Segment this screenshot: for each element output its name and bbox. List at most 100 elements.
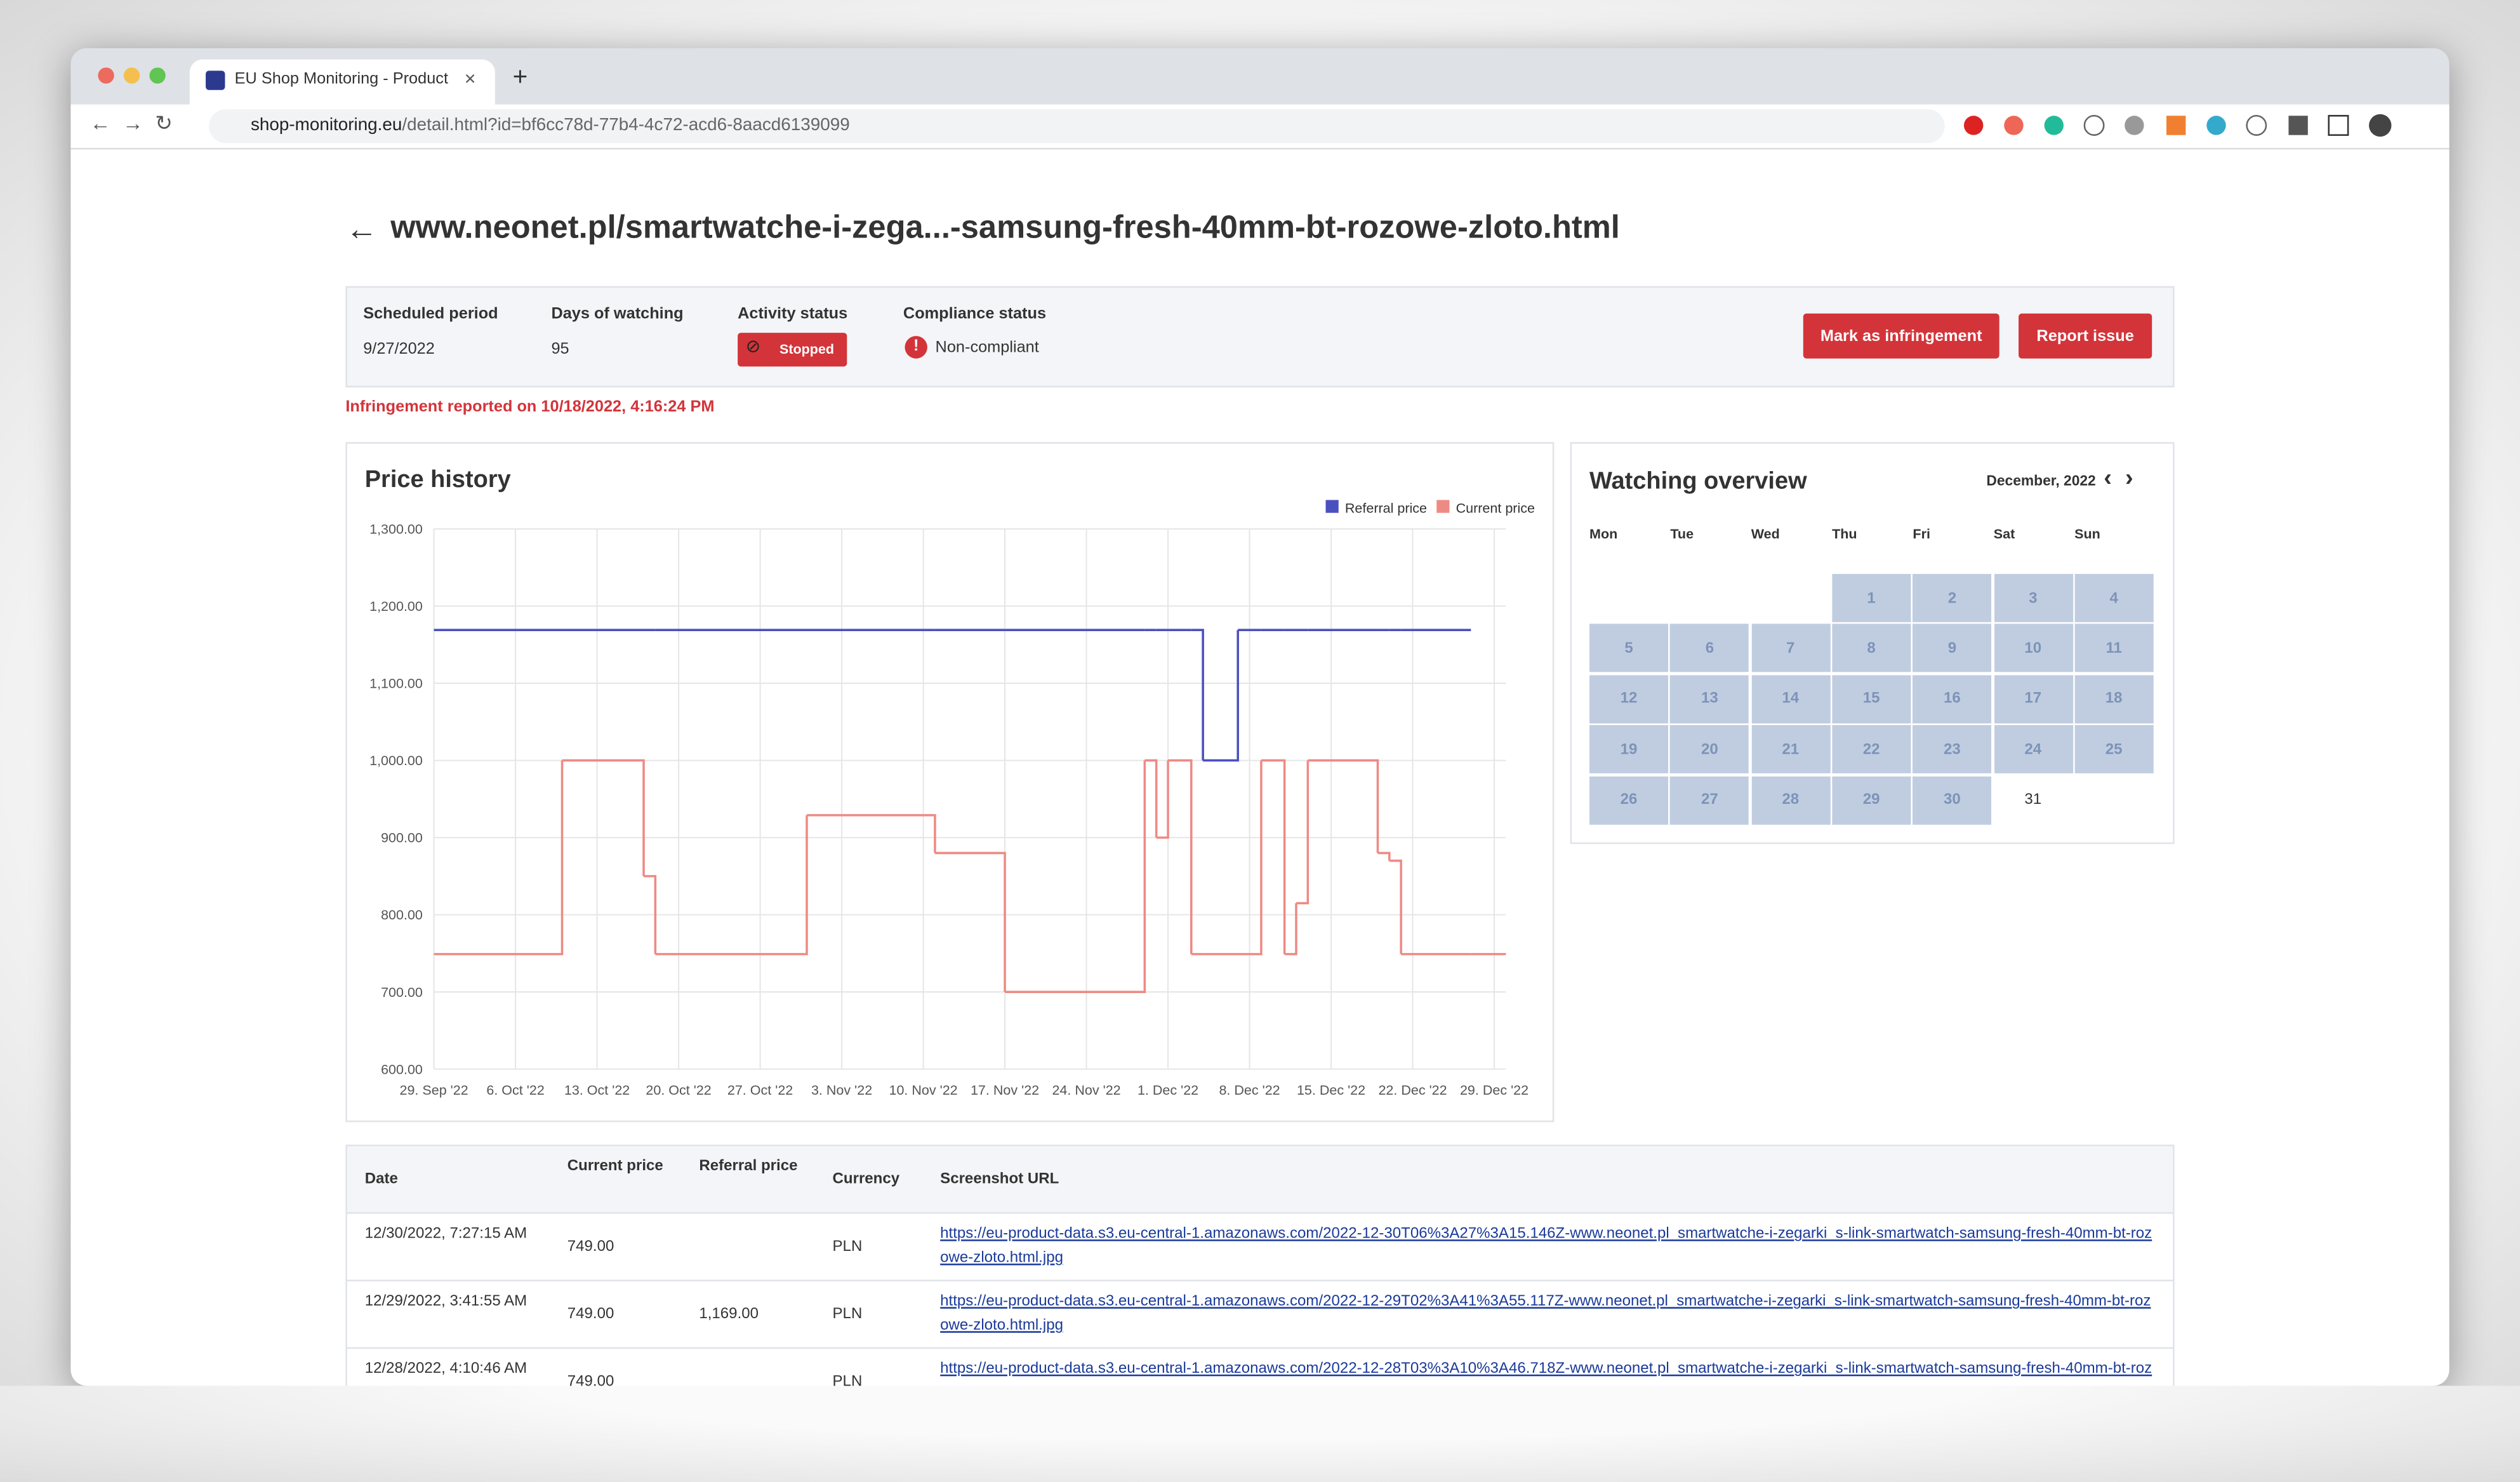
close-dot[interactable]	[98, 67, 114, 84]
line-step	[1156, 760, 1169, 839]
row-border	[347, 1347, 2173, 1349]
report-button[interactable]: Report issue	[2019, 313, 2152, 359]
min-dot[interactable]	[123, 67, 140, 84]
nav-buttons[interactable]: ← → ↻	[90, 110, 173, 135]
line-step	[1203, 630, 1239, 762]
day-cell: 14	[1751, 674, 1830, 723]
x-tick-label: 17. Nov '22	[971, 1083, 1039, 1098]
status-icon: ⊘	[745, 337, 761, 357]
column-header: Referral price	[699, 1157, 798, 1175]
x-tick-label: 27. Oct '22	[727, 1083, 793, 1098]
day-cell: 16	[1913, 674, 1992, 723]
cell-text: 1,169.00	[699, 1305, 759, 1323]
legend-label: Referral price	[1345, 501, 1427, 516]
day-cell: 7	[1751, 624, 1830, 673]
day-cell: 23	[1913, 725, 1992, 774]
day-cell: 27	[1670, 775, 1749, 824]
day-cell: 22	[1832, 725, 1911, 774]
screenshot-link[interactable]: https://eu-product-data.s3.eu-central-1.…	[940, 1292, 2151, 1335]
y-tick-label: 700.00	[381, 985, 423, 1000]
tab-close[interactable]: ×	[464, 67, 476, 90]
cell-text: 12/28/2022, 4:10:46 AM	[364, 1359, 527, 1378]
line-step	[644, 875, 657, 954]
line-step	[1144, 759, 1158, 838]
back-arrow[interactable]: ←	[345, 212, 378, 248]
calendar-month: December, 2022	[1986, 472, 2096, 489]
day-cell: 11	[2074, 624, 2154, 673]
line-step	[1284, 903, 1297, 956]
line-step	[934, 851, 1006, 992]
row-border	[347, 1279, 2173, 1281]
y-tick-label: 600.00	[381, 1062, 423, 1077]
screenshot-link[interactable]: https://eu-product-data.s3.eu-central-1.…	[940, 1225, 2152, 1267]
status-badge	[738, 333, 847, 367]
field-value: Stopped	[779, 340, 835, 357]
address-bar[interactable]	[209, 109, 1945, 144]
infringement-notice: Infringement reported on 10/18/2022, 4:1…	[345, 398, 715, 417]
x-tick-label: 1. Dec '22	[1137, 1083, 1198, 1098]
cell-text: 749.00	[567, 1238, 614, 1256]
day-cell: 1	[1832, 573, 1911, 622]
y-tick-label: 900.00	[381, 831, 423, 846]
month-nav[interactable]: ‹ ›	[2104, 464, 2133, 492]
cell-text: 749.00	[567, 1305, 614, 1323]
legend-swatch	[1436, 500, 1450, 513]
day-cell: 8	[1832, 624, 1911, 673]
new-tab[interactable]: +	[512, 64, 528, 92]
day-cell: 10	[1993, 624, 2072, 673]
mark-button[interactable]: Mark as infringement	[1803, 313, 1999, 359]
cell-text: PLN	[832, 1305, 863, 1323]
field-value: Non-compliant	[935, 339, 1039, 357]
line-step	[1005, 760, 1146, 993]
day-cell: 21	[1751, 725, 1830, 774]
field-value: 95	[551, 340, 569, 359]
weekday: Tue	[1670, 525, 1694, 542]
tab[interactable]	[189, 59, 495, 105]
page-title: www.neonet.pl/smartwatche-i-zega...-sams…	[390, 210, 1620, 246]
day-cell: 19	[1589, 725, 1669, 774]
field-value: 9/27/2022	[363, 340, 435, 359]
line-step	[1308, 759, 1379, 853]
max-dot[interactable]	[149, 67, 166, 84]
line-step	[1389, 859, 1402, 954]
legend-label: Current price	[1456, 501, 1535, 516]
line-step	[1168, 759, 1193, 954]
x-tick-label: 20. Oct '22	[646, 1083, 711, 1098]
day-cell: 15	[1832, 674, 1911, 723]
cell-text: PLN	[832, 1238, 863, 1256]
day-cell: 2	[1913, 573, 1992, 622]
tab-title: EU Shop Monitoring - Product	[234, 70, 449, 89]
line-step	[434, 760, 564, 956]
day-cell: 3	[1993, 573, 2072, 622]
table-header	[347, 1146, 2173, 1214]
y-tick-label: 800.00	[381, 907, 423, 923]
field-label: Activity status	[738, 305, 848, 323]
url-path: /detail.html?id=bf6cc78d-77b4-4c72-acd6-…	[402, 116, 850, 135]
x-tick-label: 10. Nov '22	[889, 1083, 957, 1098]
weekday: Thu	[1832, 525, 1857, 542]
x-tick-label: 6. Oct '22	[486, 1083, 544, 1098]
day-cell: 25	[2074, 725, 2154, 774]
line-step	[1261, 759, 1286, 954]
y-tick-label: 1,000.00	[369, 753, 423, 768]
extension-icons[interactable]	[1774, 109, 2449, 145]
y-tick-label: 1,100.00	[369, 676, 423, 691]
day-cell: 29	[1832, 775, 1911, 824]
day-cell: 6	[1670, 624, 1749, 673]
x-tick-label: 22. Dec '22	[1378, 1083, 1447, 1098]
favicon	[206, 70, 225, 90]
day-cell: 24	[1993, 725, 2072, 774]
day-cell: 13	[1670, 674, 1749, 723]
cell-text: 12/30/2022, 7:27:15 AM	[364, 1225, 527, 1243]
x-tick-label: 15. Dec '22	[1297, 1083, 1365, 1098]
cell-text: 12/29/2022, 3:41:55 AM	[364, 1292, 527, 1311]
weekday: Sun	[2074, 525, 2100, 542]
x-tick-label: 8. Dec '22	[1219, 1083, 1280, 1098]
column-header: Screenshot URL	[940, 1170, 1059, 1189]
weekday: Fri	[1913, 525, 1930, 542]
x-tick-label: 13. Oct '22	[564, 1083, 630, 1098]
url: shop-monitoring.eu/detail.html?id=bf6cc7…	[251, 116, 850, 135]
url-host: shop-monitoring.eu	[250, 116, 402, 135]
